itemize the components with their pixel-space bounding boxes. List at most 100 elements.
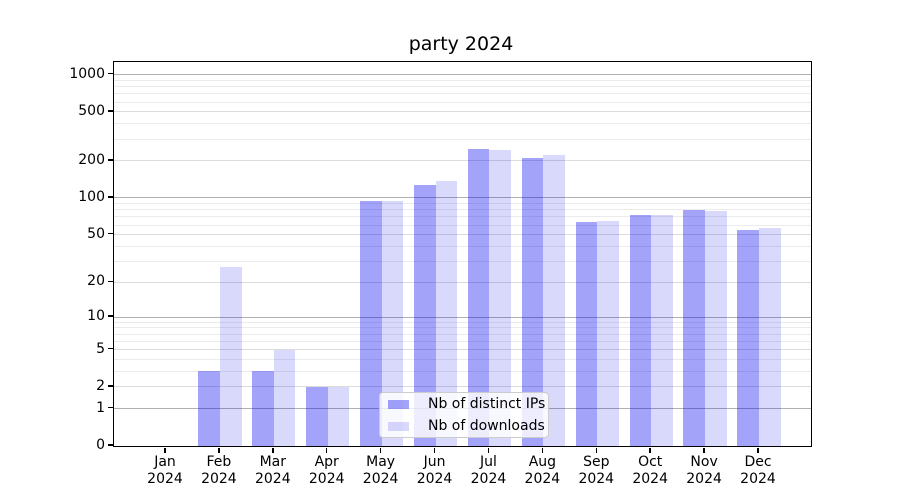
minor-gridline (114, 321, 811, 323)
legend-row-distinct-ips: Nb of distinct IPs (380, 395, 548, 413)
bar-distinct-ips-oct (629, 215, 652, 446)
bar-downloads-apr (327, 386, 350, 446)
bar-downloads-mar (273, 349, 296, 446)
y-tick-mark (108, 72, 113, 75)
x-tick-mark (703, 448, 705, 453)
y-tick-label: 2 (96, 377, 105, 394)
x-tick-label: Dec 2024 (740, 454, 776, 487)
y-tick-label: 20 (87, 273, 105, 290)
x-tick-mark (595, 448, 598, 453)
y-tick-label: 50 (87, 225, 105, 242)
major-gridline (114, 74, 811, 76)
minor-gridline (114, 245, 811, 247)
minor-gridline (114, 93, 811, 95)
x-tick-mark (272, 448, 274, 453)
minor-gridline (114, 123, 811, 125)
grid-layer (114, 62, 811, 446)
x-tick-label: Nov 2024 (686, 454, 722, 487)
x-tick-mark (164, 448, 166, 453)
y-tick-mark (108, 444, 113, 446)
legend: Nb of distinct IPs Nb of downloads (379, 392, 549, 438)
minor-gridline (114, 260, 811, 262)
x-tick-label: May 2024 (362, 454, 399, 487)
major-gridline (114, 316, 811, 318)
y-tick-label: 100 (78, 188, 105, 205)
y-tick-mark (108, 385, 113, 387)
bar-downloads-nov (705, 211, 727, 446)
bar-distinct-ips-dec (737, 229, 759, 446)
bar-downloads-jun (435, 180, 458, 446)
minor-gridline (114, 86, 811, 88)
minor-gridline (114, 79, 811, 81)
bar-distinct-ips-feb (198, 371, 220, 446)
x-tick-label: Jun 2024 (416, 454, 453, 487)
x-tick-mark (433, 448, 436, 453)
x-tick-mark (218, 448, 220, 453)
x-tick-label: Apr 2024 (308, 454, 345, 487)
x-tick-mark (757, 448, 759, 453)
bar-layer (114, 62, 811, 446)
bar-downloads-oct (651, 215, 673, 446)
x-tick-label: Feb 2024 (201, 454, 237, 487)
minor-gridline (114, 327, 811, 329)
bar-downloads-may (381, 200, 404, 446)
legend-swatch-downloads-icon (388, 421, 409, 431)
x-tick-mark (487, 448, 490, 453)
minor-gridline (114, 101, 811, 103)
minor-gridline (114, 203, 811, 205)
legend-label-distinct-ips: Nb of distinct IPs (428, 396, 546, 412)
legend-row-downloads: Nb of downloads (380, 417, 548, 435)
y-tick-label: 200 (78, 151, 105, 168)
y-tick-label: 5 (96, 340, 105, 357)
mid-gridline (114, 160, 811, 162)
x-tick-label: Mar 2024 (254, 454, 291, 487)
y-tick-label: 1 (96, 399, 105, 416)
bar-downloads-jul (489, 150, 512, 446)
y-tick-label: 10 (87, 308, 105, 325)
plot-area: Nb of distinct IPs Nb of downloads (113, 61, 812, 447)
bar-distinct-ips-may (360, 200, 382, 446)
minor-gridline (114, 224, 811, 226)
bar-downloads-dec (759, 227, 781, 446)
legend-swatch-distinct-ips-icon (388, 399, 409, 409)
x-tick-label: Jan 2024 (147, 454, 183, 487)
legend-label-downloads: Nb of downloads (428, 418, 545, 434)
major-gridline (114, 197, 811, 199)
y-tick-mark (108, 110, 113, 112)
bar-downloads-sep (597, 220, 619, 446)
x-tick-label: Sep 2024 (578, 454, 615, 487)
mid-gridline (114, 386, 811, 388)
y-tick-label: 500 (78, 102, 105, 119)
bar-distinct-ips-apr (306, 386, 328, 446)
mid-gridline (114, 349, 811, 351)
y-tick-mark (108, 232, 113, 235)
mid-gridline (114, 281, 811, 283)
x-tick-mark (325, 448, 328, 453)
y-tick-label: 0 (96, 437, 105, 453)
minor-gridline (114, 138, 811, 140)
y-tick-mark (108, 315, 113, 317)
minor-gridline (114, 216, 811, 218)
mid-gridline (114, 111, 811, 113)
bar-distinct-ips-nov (683, 209, 706, 446)
bar-downloads-aug (543, 155, 565, 446)
bar-distinct-ips-jun (413, 184, 436, 446)
y-tick-mark (108, 347, 113, 350)
y-tick-mark (108, 406, 113, 409)
mid-gridline (114, 234, 811, 236)
bar-distinct-ips-sep (575, 222, 598, 446)
bar-distinct-ips-jul (467, 148, 490, 446)
x-tick-label: Jul 2024 (470, 454, 507, 487)
x-tick-label: Oct 2024 (632, 454, 668, 487)
bar-distinct-ips-mar (252, 371, 274, 446)
x-tick-mark (379, 448, 382, 453)
bar-downloads-feb (219, 266, 242, 446)
minor-gridline (114, 340, 811, 342)
minor-gridline (114, 333, 811, 335)
x-tick-mark (541, 448, 544, 453)
y-tick-label: 1000 (69, 65, 105, 82)
minor-gridline (114, 370, 811, 372)
y-tick-mark (108, 280, 113, 283)
minor-gridline (114, 358, 811, 360)
